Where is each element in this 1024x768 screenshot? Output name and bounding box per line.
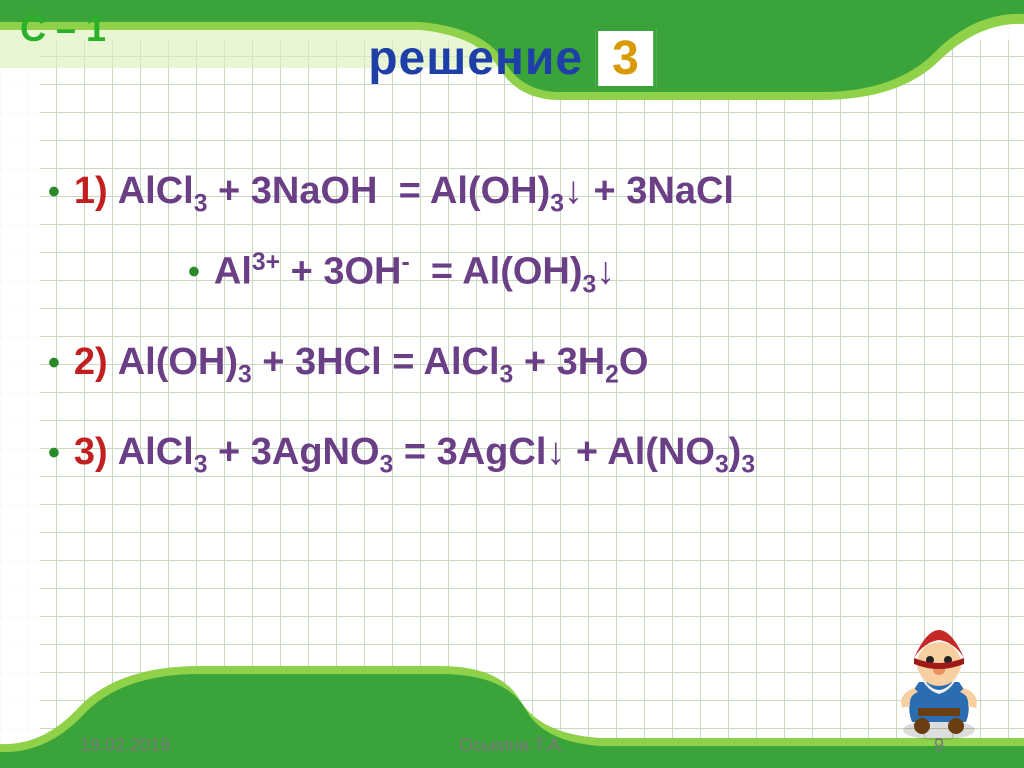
equation-body: Al3+ + 3OH- = Al(OH)3↓ — [214, 249, 615, 299]
equation-row: • 3)AlCl3 + 3AgNO3 = 3AgCl↓ + Al(NO3)3 — [48, 431, 976, 480]
equation-body: Al(OH)3 + 3HCl = AlCl3 + 3H2O — [118, 341, 649, 390]
footer-date: 19.02.2019 — [80, 735, 170, 756]
equation-body: AlCl3 + 3AgNO3 = 3AgCl↓ + Al(NO3)3 — [118, 431, 755, 480]
equation-number: 2) — [74, 341, 108, 384]
title-badge: 3 — [595, 28, 656, 89]
slide: С – 1 решение 3 • 1)AlCl3 + 3NaOH = Al(OH… — [0, 0, 1024, 768]
bullet-icon: • — [48, 346, 60, 380]
footer-author: Оськина Т.А. — [459, 735, 565, 756]
bullet-icon: • — [188, 255, 200, 289]
equation-row: • 1)AlCl3 + 3NaOH = Al(OH)3↓ + 3NaCl — [48, 170, 976, 219]
gnome-icon — [884, 612, 994, 742]
bullet-icon: • — [48, 436, 60, 470]
equation-row: • 2)Al(OH)3 + 3HCl = AlCl3 + 3H2O — [48, 341, 976, 390]
equations-block: • 1)AlCl3 + 3NaOH = Al(OH)3↓ + 3NaCl • Al3+… — [48, 170, 976, 510]
equation-ionic: • Al3+ + 3OH- = Al(OH)3↓ — [188, 249, 976, 299]
title-text: решение — [368, 31, 583, 86]
bullet-icon: • — [48, 175, 60, 209]
equation-body: AlCl3 + 3NaOH = Al(OH)3↓ + 3NaCl — [118, 170, 734, 219]
equation-number: 3) — [74, 431, 108, 474]
title-row: решение 3 — [368, 28, 656, 89]
variant-label: С – 1 — [20, 8, 106, 50]
footer: 19.02.2019 Оськина Т.А. 9 — [0, 735, 1024, 756]
equation-number: 1) — [74, 170, 108, 213]
